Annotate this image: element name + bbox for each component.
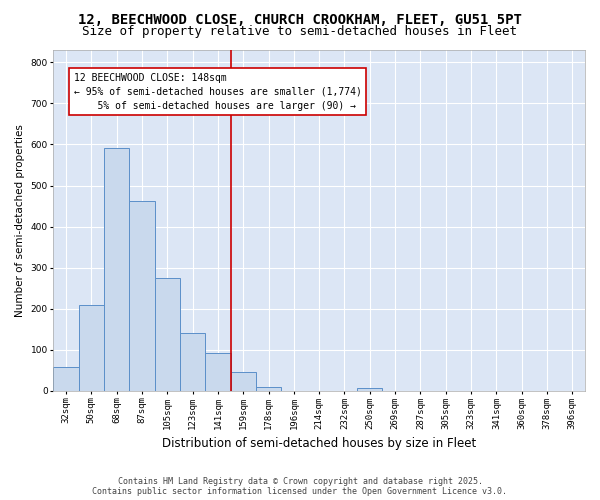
Bar: [180, 334, 205, 391]
Text: 12, BEECHWOOD CLOSE, CHURCH CROOKHAM, FLEET, GU51 5PT: 12, BEECHWOOD CLOSE, CHURCH CROOKHAM, FL…: [78, 12, 522, 26]
Bar: [357, 388, 382, 391]
Bar: [53, 368, 79, 391]
Bar: [130, 201, 155, 391]
Bar: [256, 387, 281, 391]
Bar: [79, 305, 104, 391]
Text: Size of property relative to semi-detached houses in Fleet: Size of property relative to semi-detach…: [83, 25, 517, 38]
Text: 12 BEECHWOOD CLOSE: 148sqm
← 95% of semi-detached houses are smaller (1,774)
   : 12 BEECHWOOD CLOSE: 148sqm ← 95% of semi…: [74, 72, 361, 110]
X-axis label: Distribution of semi-detached houses by size in Fleet: Distribution of semi-detached houses by …: [162, 437, 476, 450]
Bar: [104, 148, 130, 391]
Y-axis label: Number of semi-detached properties: Number of semi-detached properties: [15, 124, 25, 317]
Bar: [230, 372, 256, 391]
Text: Contains HM Land Registry data © Crown copyright and database right 2025.
Contai: Contains HM Land Registry data © Crown c…: [92, 476, 508, 496]
Bar: [205, 352, 230, 391]
Bar: [155, 278, 180, 391]
